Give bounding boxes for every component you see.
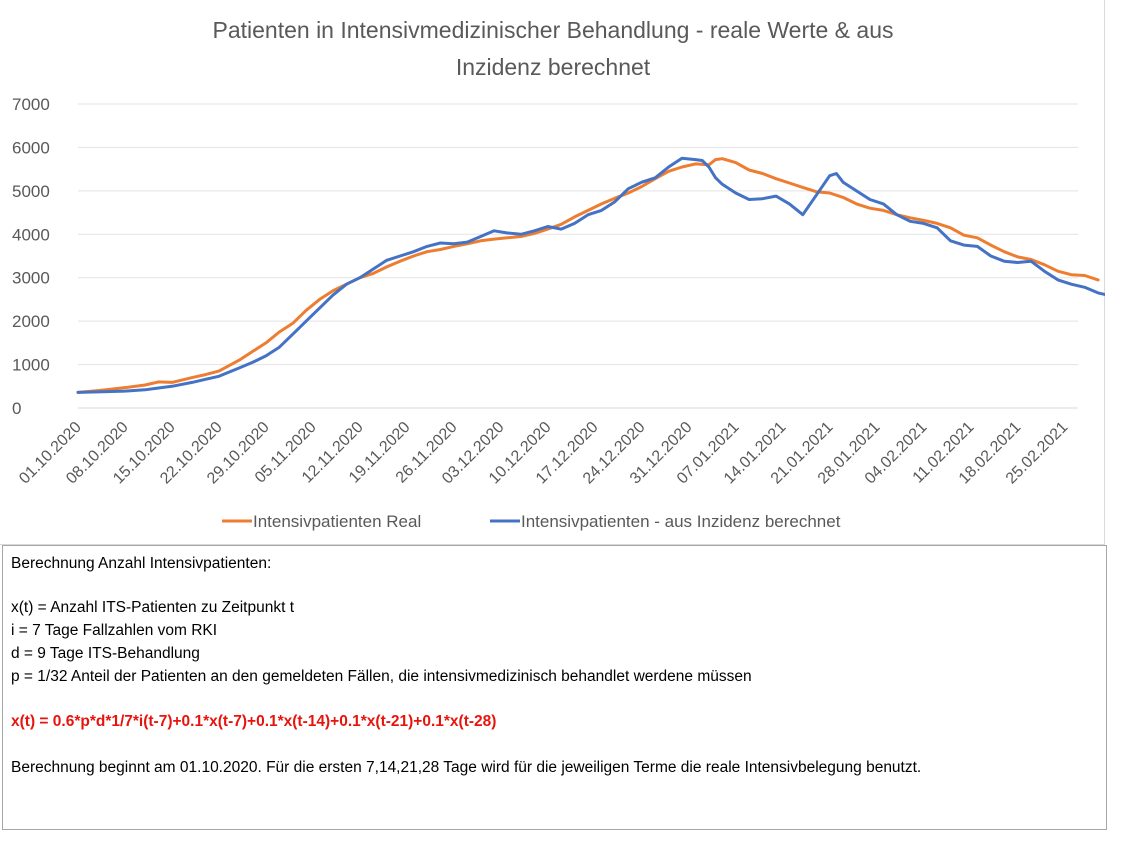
legend: Intensivpatienten Real Intensivpatienten… <box>222 512 841 531</box>
calculation-textbox: Berechnung Anzahl Intensivpatienten: x(t… <box>2 545 1107 830</box>
y-tick-label: 6000 <box>12 138 50 157</box>
definition-p: p = 1/32 Anteil der Patienten an den gem… <box>11 668 752 685</box>
y-axis-ticks: 0 1000 2000 3000 4000 5000 6000 7000 <box>12 95 50 418</box>
legend-label-real: Intensivpatienten Real <box>253 512 421 531</box>
definition-d: d = 9 Tage ITS-Behandlung <box>11 645 200 662</box>
y-tick-label: 4000 <box>12 225 50 244</box>
legend-label-computed: Intensivpatienten - aus Inzidenz berechn… <box>521 512 841 531</box>
chart-area: Patienten in Intensivmedizinischer Behan… <box>0 0 1105 545</box>
formula: x(t) = 0.6*p*d*1/7*i(t-7)+0.1*x(t-7)+0.1… <box>11 713 497 730</box>
y-tick-label: 3000 <box>12 269 50 288</box>
definition-i: i = 7 Tage Fallzahlen vom RKI <box>11 622 218 639</box>
gridlines <box>78 103 1078 409</box>
y-tick-label: 2000 <box>12 312 50 331</box>
y-tick-label: 1000 <box>12 356 50 375</box>
y-tick-label: 7000 <box>12 95 50 114</box>
calc-note: Berechnung beginnt am 01.10.2020. Für di… <box>11 759 922 776</box>
calc-heading: Berechnung Anzahl Intensivpatienten: <box>11 555 272 572</box>
y-tick-label: 5000 <box>12 182 50 201</box>
series-line-real <box>76 157 1100 394</box>
series-line-computed <box>76 156 1105 394</box>
y-tick-label: 0 <box>12 399 21 418</box>
definition-x: x(t) = Anzahl ITS-Patienten zu Zeitpunkt… <box>11 599 295 616</box>
x-axis-ticks: 01.10.202008.10.202015.10.202022.10.2020… <box>16 419 1071 488</box>
line-chart: Patienten in Intensivmedizinischer Behan… <box>12 17 1105 531</box>
series-lines <box>76 156 1105 394</box>
chart-title-line-1: Patienten in Intensivmedizinischer Behan… <box>212 17 893 43</box>
chart-title-line-2: Inzidenz berechnet <box>456 54 651 80</box>
